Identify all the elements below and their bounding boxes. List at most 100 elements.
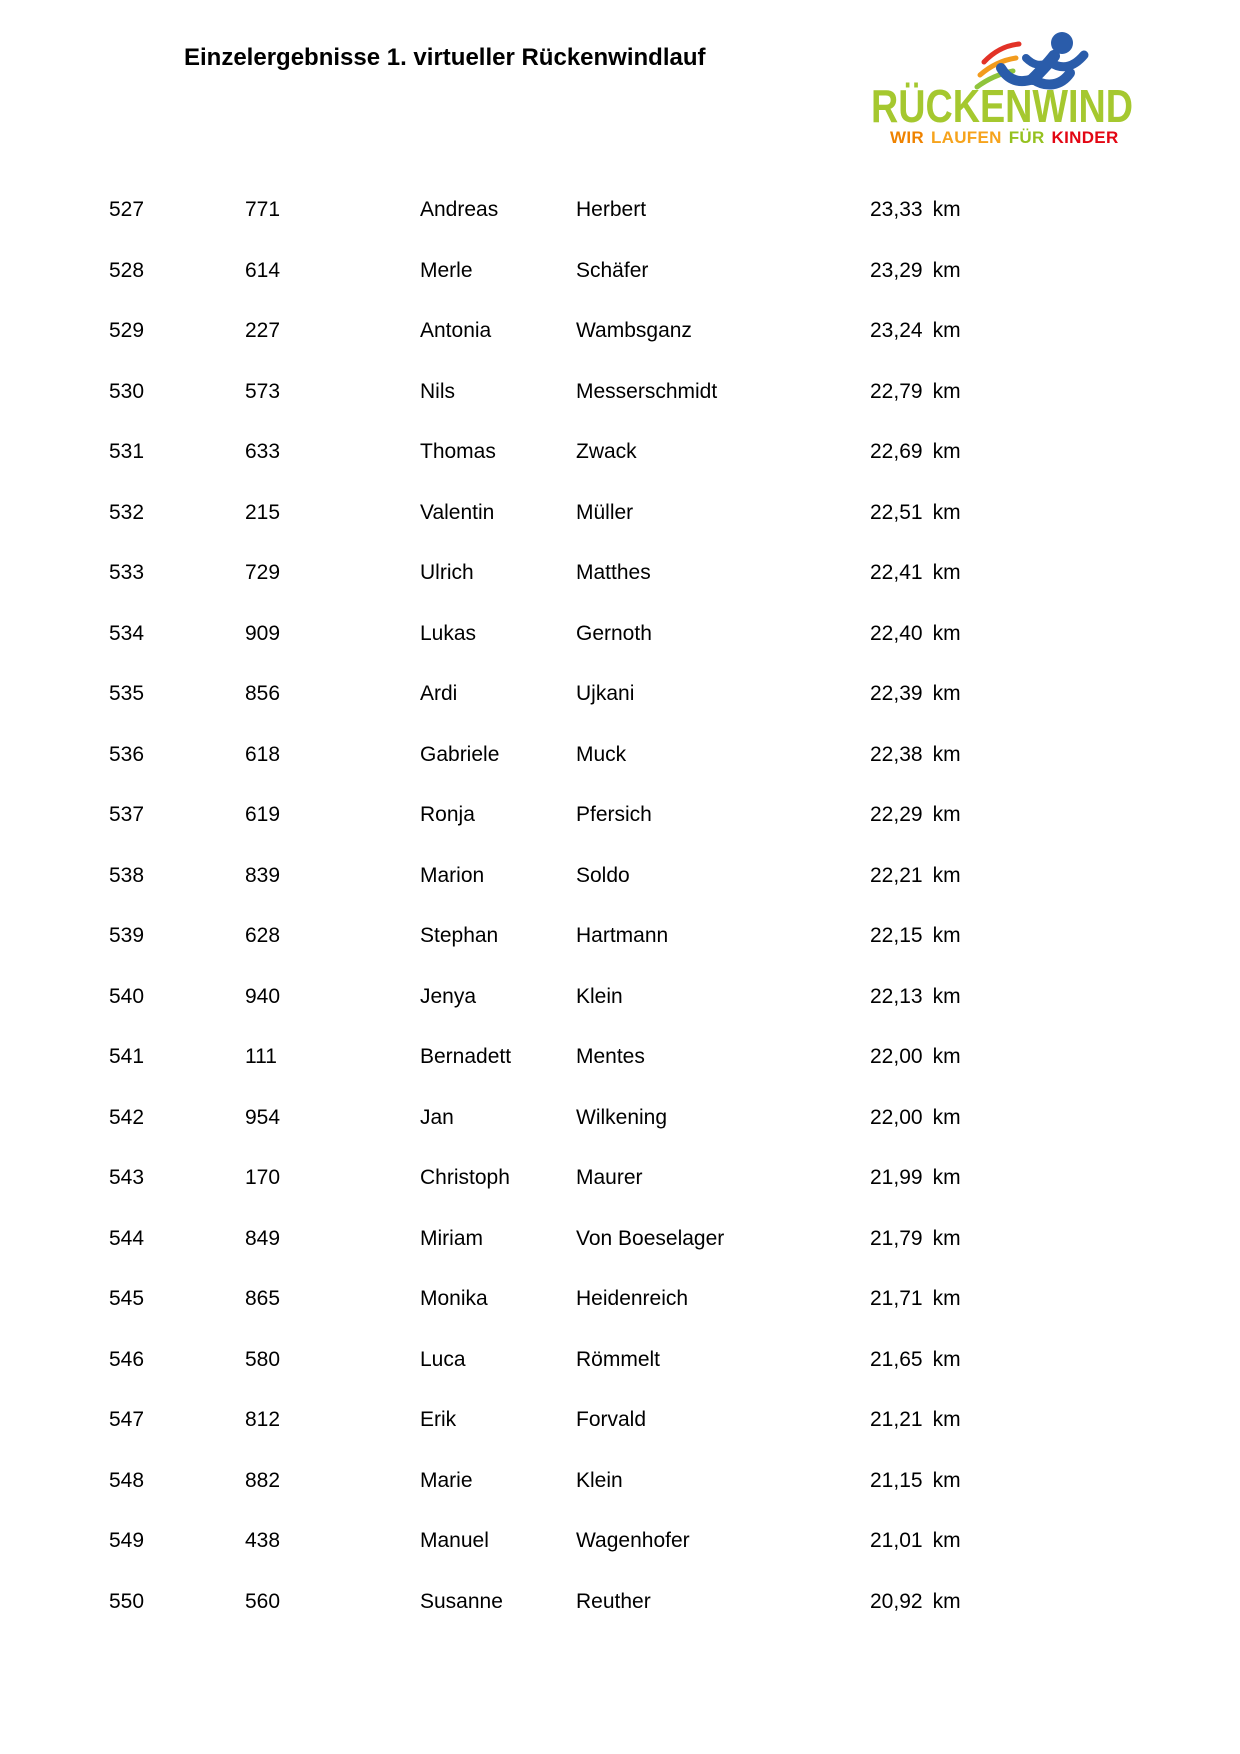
distance-cell: 22,29 km bbox=[870, 803, 1240, 827]
distance-unit: km bbox=[932, 1105, 961, 1129]
tagline-word: WIR bbox=[890, 128, 924, 147]
distance-value: 23,29 bbox=[870, 258, 923, 282]
distance-value: 21,99 bbox=[870, 1166, 923, 1190]
lastname-cell: Pfersich bbox=[576, 803, 652, 827]
tagline-word: FÜR bbox=[1008, 128, 1045, 147]
distance-value: 22,69 bbox=[870, 440, 923, 464]
bib-cell: 170 bbox=[245, 1166, 281, 1190]
rank-cell: 541 bbox=[109, 1045, 145, 1069]
distance-cell: 21,15 km bbox=[870, 1469, 1240, 1493]
distance-value: 20,92 bbox=[870, 1589, 923, 1613]
distance-unit: km bbox=[932, 1529, 961, 1553]
lastname-cell: Von Boeselager bbox=[576, 1226, 725, 1250]
rank-cell: 530 bbox=[109, 379, 145, 403]
bib-cell: 227 bbox=[245, 319, 281, 343]
table-row: 544 849 Miriam Von Boeselager 21,79 km bbox=[0, 1209, 1240, 1270]
rank-cell: 550 bbox=[109, 1589, 145, 1613]
distance-unit: km bbox=[932, 984, 961, 1008]
bib-cell: 940 bbox=[245, 984, 281, 1008]
firstname-cell: Ardi bbox=[420, 682, 458, 706]
table-row: 537 619 Ronja Pfersich 22,29 km bbox=[0, 785, 1240, 846]
lastname-cell: Klein bbox=[576, 984, 623, 1008]
firstname-cell: Monika bbox=[420, 1287, 488, 1311]
table-row: 546 580 Luca Römmelt 21,65 km bbox=[0, 1330, 1240, 1391]
bib-cell: 729 bbox=[245, 561, 281, 585]
distance-cell: 21,71 km bbox=[870, 1287, 1240, 1311]
firstname-cell: Nils bbox=[420, 379, 455, 403]
distance-cell: 22,40 km bbox=[870, 622, 1240, 646]
firstname-cell: Antonia bbox=[420, 319, 492, 343]
firstname-cell: Marie bbox=[420, 1468, 473, 1492]
distance-unit: km bbox=[932, 1045, 961, 1069]
table-row: 529 227 Antonia Wambsganz 23,24 km bbox=[0, 301, 1240, 362]
lastname-cell: Messerschmidt bbox=[576, 379, 718, 403]
rank-cell: 534 bbox=[109, 621, 145, 645]
lastname-cell: Maurer bbox=[576, 1166, 643, 1190]
distance-cell: 22,39 km bbox=[870, 682, 1240, 706]
rank-cell: 546 bbox=[109, 1347, 145, 1371]
bib-cell: 560 bbox=[245, 1589, 281, 1613]
table-row: 549 438 Manuel Wagenhofer 21,01 km bbox=[0, 1511, 1240, 1572]
firstname-cell: Jan bbox=[420, 1105, 454, 1129]
distance-cell: 20,92 km bbox=[870, 1590, 1240, 1614]
runner-icon bbox=[996, 32, 1089, 90]
distance-value: 21,21 bbox=[870, 1408, 923, 1432]
firstname-cell: Lukas bbox=[420, 621, 477, 645]
firstname-cell: Stephan bbox=[420, 924, 499, 948]
rank-cell: 531 bbox=[109, 440, 145, 464]
firstname-cell: Luca bbox=[420, 1347, 466, 1371]
table-row: 527 771 Andreas Herbert 23,33 km bbox=[0, 180, 1240, 241]
distance-value: 22,15 bbox=[870, 924, 923, 948]
distance-value: 22,38 bbox=[870, 742, 923, 766]
distance-value: 22,21 bbox=[870, 863, 923, 887]
bib-cell: 865 bbox=[245, 1287, 281, 1311]
lastname-cell: Matthes bbox=[576, 561, 651, 585]
distance-value: 22,51 bbox=[870, 500, 923, 524]
distance-unit: km bbox=[932, 803, 961, 827]
lastname-cell: Mentes bbox=[576, 1045, 645, 1069]
distance-unit: km bbox=[932, 258, 961, 282]
distance-value: 21,01 bbox=[870, 1529, 923, 1553]
distance-cell: 22,51 km bbox=[870, 501, 1240, 525]
lastname-cell: Wambsganz bbox=[576, 319, 692, 343]
distance-unit: km bbox=[932, 621, 961, 645]
rank-cell: 538 bbox=[109, 863, 145, 887]
tagline-word: LAUFEN bbox=[930, 128, 1002, 147]
rank-cell: 545 bbox=[109, 1287, 145, 1311]
bib-cell: 618 bbox=[245, 742, 281, 766]
rank-cell: 536 bbox=[109, 742, 145, 766]
table-row: 545 865 Monika Heidenreich 21,71 km bbox=[0, 1269, 1240, 1330]
distance-cell: 22,00 km bbox=[870, 1045, 1240, 1069]
lastname-cell: Wilkening bbox=[576, 1105, 668, 1129]
distance-value: 21,79 bbox=[870, 1226, 923, 1250]
bib-cell: 573 bbox=[245, 379, 281, 403]
distance-unit: km bbox=[932, 1287, 961, 1311]
firstname-cell: Susanne bbox=[420, 1589, 503, 1613]
distance-value: 23,33 bbox=[870, 198, 923, 222]
bib-cell: 954 bbox=[245, 1105, 281, 1129]
firstname-cell: Erik bbox=[420, 1408, 457, 1432]
bib-cell: 619 bbox=[245, 803, 281, 827]
distance-cell: 23,29 km bbox=[870, 259, 1240, 283]
distance-unit: km bbox=[932, 1166, 961, 1190]
distance-value: 22,40 bbox=[870, 621, 923, 645]
rank-cell: 537 bbox=[109, 803, 145, 827]
bib-cell: 856 bbox=[245, 682, 281, 706]
distance-unit: km bbox=[932, 863, 961, 887]
distance-unit: km bbox=[932, 682, 961, 706]
rank-cell: 549 bbox=[109, 1529, 145, 1553]
table-row: 543 170 Christoph Maurer 21,99 km bbox=[0, 1148, 1240, 1209]
page-title: Einzelergebnisse 1. virtueller Rückenwin… bbox=[184, 44, 706, 71]
distance-value: 21,65 bbox=[870, 1347, 923, 1371]
firstname-cell: Andreas bbox=[420, 198, 499, 222]
tagline-word: KINDER bbox=[1051, 128, 1119, 147]
lastname-cell: Herbert bbox=[576, 198, 647, 222]
distance-cell: 21,99 km bbox=[870, 1166, 1240, 1190]
distance-unit: km bbox=[932, 1589, 961, 1613]
firstname-cell: Valentin bbox=[420, 500, 495, 524]
distance-unit: km bbox=[932, 1347, 961, 1371]
rank-cell: 539 bbox=[109, 924, 145, 948]
table-row: 531 633 Thomas Zwack 22,69 km bbox=[0, 422, 1240, 483]
firstname-cell: Jenya bbox=[420, 984, 477, 1008]
